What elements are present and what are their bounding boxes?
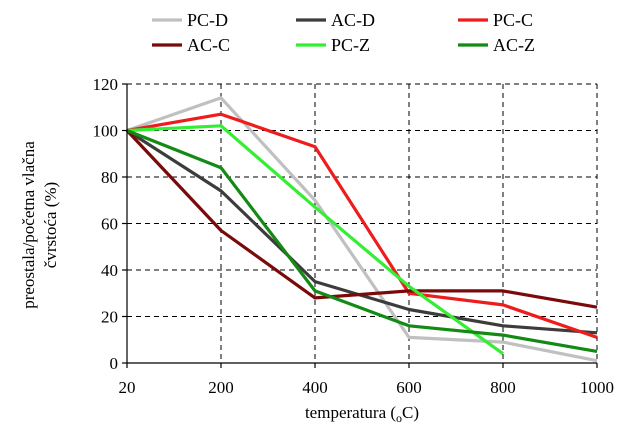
legend-label-pc-d: PC-D — [187, 10, 228, 30]
x-axis-title: temperatura (oC) — [305, 403, 419, 425]
y-tick-label-100: 100 — [93, 122, 119, 141]
chart-gridlines — [127, 83, 598, 363]
y-axis-title-line2: čvrstoća (%) — [41, 182, 60, 268]
y-tick-label-20: 20 — [101, 308, 118, 327]
x-tick-label-600: 600 — [396, 378, 422, 397]
legend-label-pc-c: PC-C — [493, 10, 533, 30]
legend-label-ac-c: AC-C — [187, 35, 230, 55]
legend-item-pc-d: PC-D — [152, 10, 228, 30]
legend-item-pc-c: PC-C — [458, 10, 533, 30]
x-tick-label-400: 400 — [302, 378, 328, 397]
series-line-ac-c — [125, 129, 598, 309]
legend-label-pc-z: PC-Z — [331, 35, 370, 55]
x-tick-label-800: 800 — [490, 378, 516, 397]
y-tick-label-120: 120 — [93, 75, 119, 94]
chart-legend: PC-D AC-D PC-C AC-C PC-Z AC-Z — [152, 10, 535, 55]
x-tick-label-200: 200 — [208, 378, 234, 397]
y-tick-label-0: 0 — [110, 354, 119, 373]
y-tick-label-80: 80 — [101, 168, 118, 187]
legend-label-ac-z: AC-Z — [493, 35, 535, 55]
series-line-pc-c — [126, 112, 598, 339]
legend-item-pc-z: PC-Z — [296, 35, 370, 55]
x-tick-label-1000: 1000 — [580, 378, 614, 397]
series-line-pc-z — [126, 124, 504, 356]
y-axis-title-line1: preostala/početna vlačna — [19, 141, 38, 309]
y-tick-label-40: 40 — [101, 261, 118, 280]
x-tick-label-20: 20 — [119, 378, 136, 397]
y-tick-label-60: 60 — [101, 215, 118, 234]
chart-series-group — [125, 96, 598, 363]
series-line-pc-d — [126, 96, 598, 363]
y-axis-title: preostala/početna vlačna čvrstoća (%) — [19, 141, 60, 309]
legend-label-ac-d: AC-D — [331, 10, 375, 30]
series-line-ac-z — [126, 129, 598, 353]
legend-item-ac-d: AC-D — [296, 10, 375, 30]
series-line-ac-d — [126, 129, 598, 335]
legend-item-ac-z: AC-Z — [458, 35, 535, 55]
legend-item-ac-c: AC-C — [152, 35, 230, 55]
chart-axes — [122, 83, 598, 368]
